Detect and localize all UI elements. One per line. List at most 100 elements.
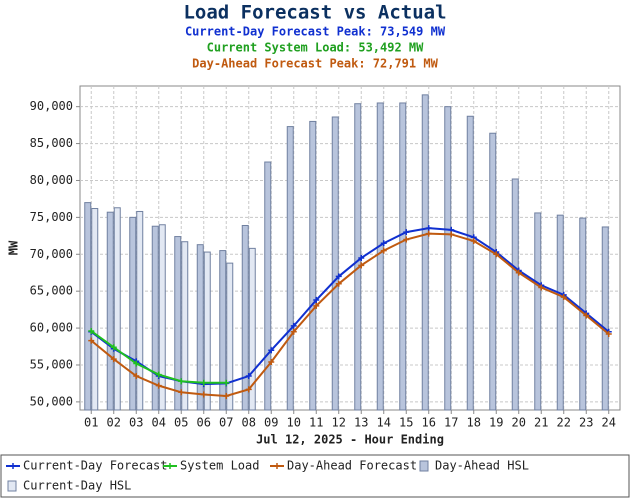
- point: [88, 337, 95, 344]
- point: [358, 254, 365, 261]
- point: [178, 389, 185, 396]
- x-tick-label: 11: [309, 416, 323, 430]
- x-tick-label: 07: [219, 416, 233, 430]
- bar: [106, 211, 114, 411]
- bar: [511, 178, 519, 411]
- legend-label: System Load: [180, 459, 259, 473]
- point: [88, 328, 95, 335]
- point: [403, 229, 410, 236]
- x-tick-label: 05: [174, 416, 188, 430]
- bar: [219, 250, 227, 411]
- bar: [331, 116, 339, 411]
- bar: [181, 241, 189, 411]
- x-tick-label: 12: [332, 416, 346, 430]
- x-tick-label: 20: [512, 416, 526, 430]
- point: [560, 294, 567, 301]
- bar: [399, 102, 407, 411]
- point: [290, 322, 297, 329]
- x-tick-label: 06: [197, 416, 211, 430]
- x-tick-label: 15: [399, 416, 413, 430]
- x-tick-label: 10: [287, 416, 301, 430]
- x-tick-label: 08: [242, 416, 256, 430]
- x-tick-label: 18: [467, 416, 481, 430]
- bar: [444, 106, 452, 411]
- x-tick-label: 04: [152, 416, 166, 430]
- bar: [151, 225, 159, 411]
- y-tick-label: 90,000: [30, 99, 73, 113]
- bar: [354, 103, 362, 411]
- legend-swatch: [10, 463, 16, 469]
- bar: [203, 251, 211, 411]
- x-tick-label: 19: [489, 416, 503, 430]
- bar: [601, 226, 609, 411]
- legend-label: Day-Ahead HSL: [435, 459, 529, 473]
- y-tick-label: 55,000: [30, 357, 73, 371]
- bar: [158, 224, 166, 411]
- line-series: [90, 232, 610, 397]
- legend-label: Current-Day Forecast: [23, 459, 168, 473]
- point: [290, 328, 297, 335]
- point: [110, 344, 117, 351]
- bar: [466, 115, 474, 411]
- point: [470, 237, 477, 244]
- plot-area: [79, 85, 621, 411]
- point: [223, 379, 230, 386]
- y-tick-label: 85,000: [30, 136, 73, 150]
- point: [425, 225, 432, 232]
- point: [380, 240, 387, 247]
- y-tick-label: 65,000: [30, 284, 73, 298]
- point: [358, 262, 365, 269]
- x-tick-label: 14: [377, 416, 391, 430]
- point: [583, 312, 590, 319]
- bar: [91, 208, 99, 411]
- point: [403, 236, 410, 243]
- point: [245, 386, 252, 393]
- y-tick-label: 75,000: [30, 210, 73, 224]
- bar: [264, 161, 272, 411]
- point: [515, 269, 522, 276]
- bar: [248, 247, 256, 411]
- point: [335, 273, 342, 280]
- point: [200, 379, 207, 386]
- bar: [534, 212, 542, 411]
- legend-swatch: [7, 480, 17, 492]
- y-tick-label: 70,000: [30, 247, 73, 261]
- bar: [196, 244, 204, 411]
- bar: [376, 102, 384, 411]
- x-tick-label: 22: [557, 416, 571, 430]
- point: [425, 230, 432, 237]
- legend-label: Current-Day HSL: [23, 479, 131, 493]
- legend-swatch: [419, 460, 429, 472]
- point: [268, 347, 275, 354]
- point: [448, 231, 455, 238]
- subtitle: Current System Load: 53,492 MW: [207, 41, 425, 55]
- x-tick-label: 09: [264, 416, 278, 430]
- point: [335, 280, 342, 287]
- point: [493, 251, 500, 258]
- chart-title: Load Forecast vs Actual: [183, 2, 446, 24]
- point: [178, 378, 185, 385]
- bar: [84, 202, 92, 411]
- y-tick-label: 80,000: [30, 173, 73, 187]
- x-tick-label: 16: [422, 416, 436, 430]
- subtitle: Day-Ahead Forecast Peak: 72,791 MW: [192, 57, 438, 71]
- point: [200, 391, 207, 398]
- legend-swatch: [274, 463, 280, 469]
- bar: [174, 236, 182, 411]
- bar: [421, 94, 429, 411]
- x-tick-label: 17: [444, 416, 458, 430]
- x-tick-label: 24: [602, 416, 616, 430]
- bar: [226, 262, 234, 411]
- bar: [241, 224, 249, 411]
- point: [110, 356, 117, 363]
- x-tick-label: 03: [129, 416, 143, 430]
- point: [380, 247, 387, 254]
- x-axis-label: Jul 12, 2025 - Hour Ending: [256, 433, 444, 447]
- point: [268, 359, 275, 366]
- legend-label: Day-Ahead Forecast: [287, 459, 417, 473]
- y-tick-label: 60,000: [30, 321, 73, 335]
- x-tick-label: 13: [354, 416, 368, 430]
- y-axis-label: MW: [7, 240, 21, 255]
- x-tick-label: 23: [579, 416, 593, 430]
